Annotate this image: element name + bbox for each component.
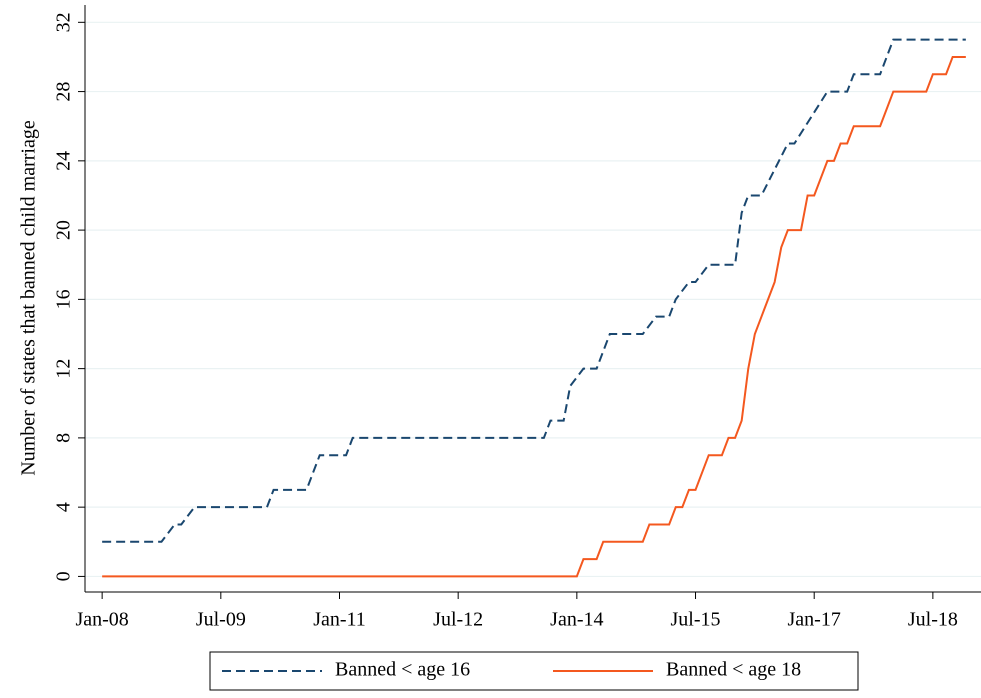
y-tick-label: 8 [53, 433, 75, 443]
x-tick-label: Jan-11 [313, 609, 366, 631]
y-tick-label: 24 [53, 151, 75, 171]
y-tick-label: 32 [53, 12, 75, 32]
series-line [102, 55, 966, 578]
y-tick-label: 16 [53, 289, 75, 309]
legend-label: Banned < age 16 [335, 659, 470, 681]
y-tick-label: 20 [53, 220, 75, 240]
y-tick-label: 28 [53, 82, 75, 102]
series-line [102, 38, 966, 543]
y-axis-title: Number of states that banned child marri… [18, 120, 40, 476]
x-tick-label: Jul-18 [908, 609, 958, 631]
x-tick-label: Jul-09 [196, 609, 246, 631]
legend-box [209, 651, 859, 691]
x-tick-label: Jul-12 [433, 609, 483, 631]
x-tick-label: Jan-08 [75, 609, 128, 631]
x-tick-label: Jan-14 [550, 609, 603, 631]
x-tick-label: Jan-17 [788, 609, 841, 631]
y-tick-label: 0 [53, 571, 75, 581]
legend-label: Banned < age 18 [666, 659, 801, 681]
y-tick-label: 4 [53, 502, 75, 512]
y-tick-label: 12 [53, 359, 75, 379]
x-tick-label: Jul-15 [671, 609, 721, 631]
